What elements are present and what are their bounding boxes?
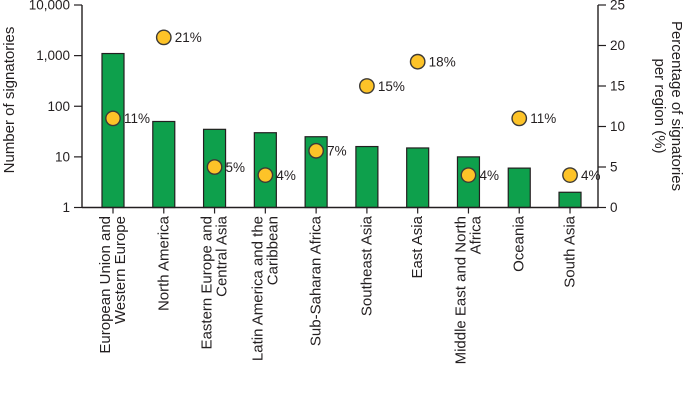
dot-label-latin-america-and-the-caribbean: 4%	[276, 168, 296, 183]
x-tick-label-middle-east-and-north-africa: Middle East and NorthAfrica	[452, 215, 484, 364]
left-axis-tick-label-1-000: 1,000	[36, 48, 70, 63]
bar-east-asia	[406, 147, 430, 209]
dot-label-oceania: 11%	[530, 111, 556, 126]
dot-sub-saharan-africa	[308, 142, 325, 159]
left-axis-tick-label-100: 100	[47, 99, 70, 114]
right-axis-tick-label-25: 25	[610, 0, 625, 13]
dot-middle-east-and-north-africa	[460, 167, 477, 184]
x-tick-label-south-asia: South Asia	[562, 215, 579, 287]
dot-label-north-america: 21%	[175, 30, 202, 45]
left-axis-title: Number of signatories	[1, 27, 18, 174]
x-tick-label-eastern-europe-and-central-asia: Eastern Europe andCentral Asia	[199, 215, 231, 349]
bar-southeast-asia	[355, 145, 379, 209]
x-tick-label-southeast-asia: Southeast Asia	[358, 215, 375, 316]
bar-european-union-and-western-europe	[101, 52, 125, 209]
dot-label-southeast-asia: 15%	[378, 79, 405, 94]
bar-south-asia	[558, 191, 582, 209]
dot-label-sub-saharan-africa: 7%	[327, 144, 347, 159]
x-tick-label-east-asia: East Asia	[409, 215, 426, 278]
right-axis-tick-label-10: 10	[610, 119, 625, 134]
x-tick-label-latin-america-and-the-caribbean: Latin America and theCaribbean	[249, 216, 281, 361]
right-axis-tick-label-15: 15	[610, 79, 625, 94]
dot-european-union-and-western-europe	[105, 110, 121, 127]
right-axis-tick-label-5: 5	[610, 160, 618, 175]
x-tick-label-european-union-and-western-europe: European Union andWestern Europe	[97, 216, 129, 354]
dot-latin-america-and-the-caribbean	[257, 167, 274, 184]
bar-oceania	[507, 167, 531, 209]
x-tick-label-oceania: Oceania	[511, 215, 528, 272]
x-tick-label-sub-saharan-africa: Sub-Saharan Africa	[308, 215, 325, 346]
dot-label-european-union-and-western-europe: 11%	[124, 111, 150, 126]
left-axis-tick-label-1: 1	[62, 200, 70, 215]
left-axis-tick-label-10: 10	[55, 149, 70, 164]
bar-north-america	[152, 120, 176, 209]
left-axis-tick-label-10-000: 10,000	[29, 0, 70, 13]
x-tick-label-north-america: North America	[155, 215, 172, 311]
dot-east-asia	[409, 53, 426, 70]
dot-label-east-asia: 18%	[429, 55, 456, 70]
dot-oceania	[511, 110, 528, 127]
dot-north-america	[155, 29, 172, 46]
dot-label-eastern-europe-and-central-asia: 5%	[226, 160, 246, 175]
dot-eastern-europe-and-central-asia	[206, 159, 223, 175]
right-axis-title: Percentage of signatoriesper region (%)	[651, 21, 685, 191]
dot-south-asia	[562, 167, 578, 184]
right-axis-tick-label-0: 0	[610, 200, 618, 215]
dot-label-middle-east-and-north-africa: 4%	[479, 168, 499, 183]
right-axis-tick-label-20: 20	[610, 38, 625, 53]
dot-southeast-asia	[358, 78, 375, 94]
dot-label-south-asia: 4%	[581, 168, 601, 183]
